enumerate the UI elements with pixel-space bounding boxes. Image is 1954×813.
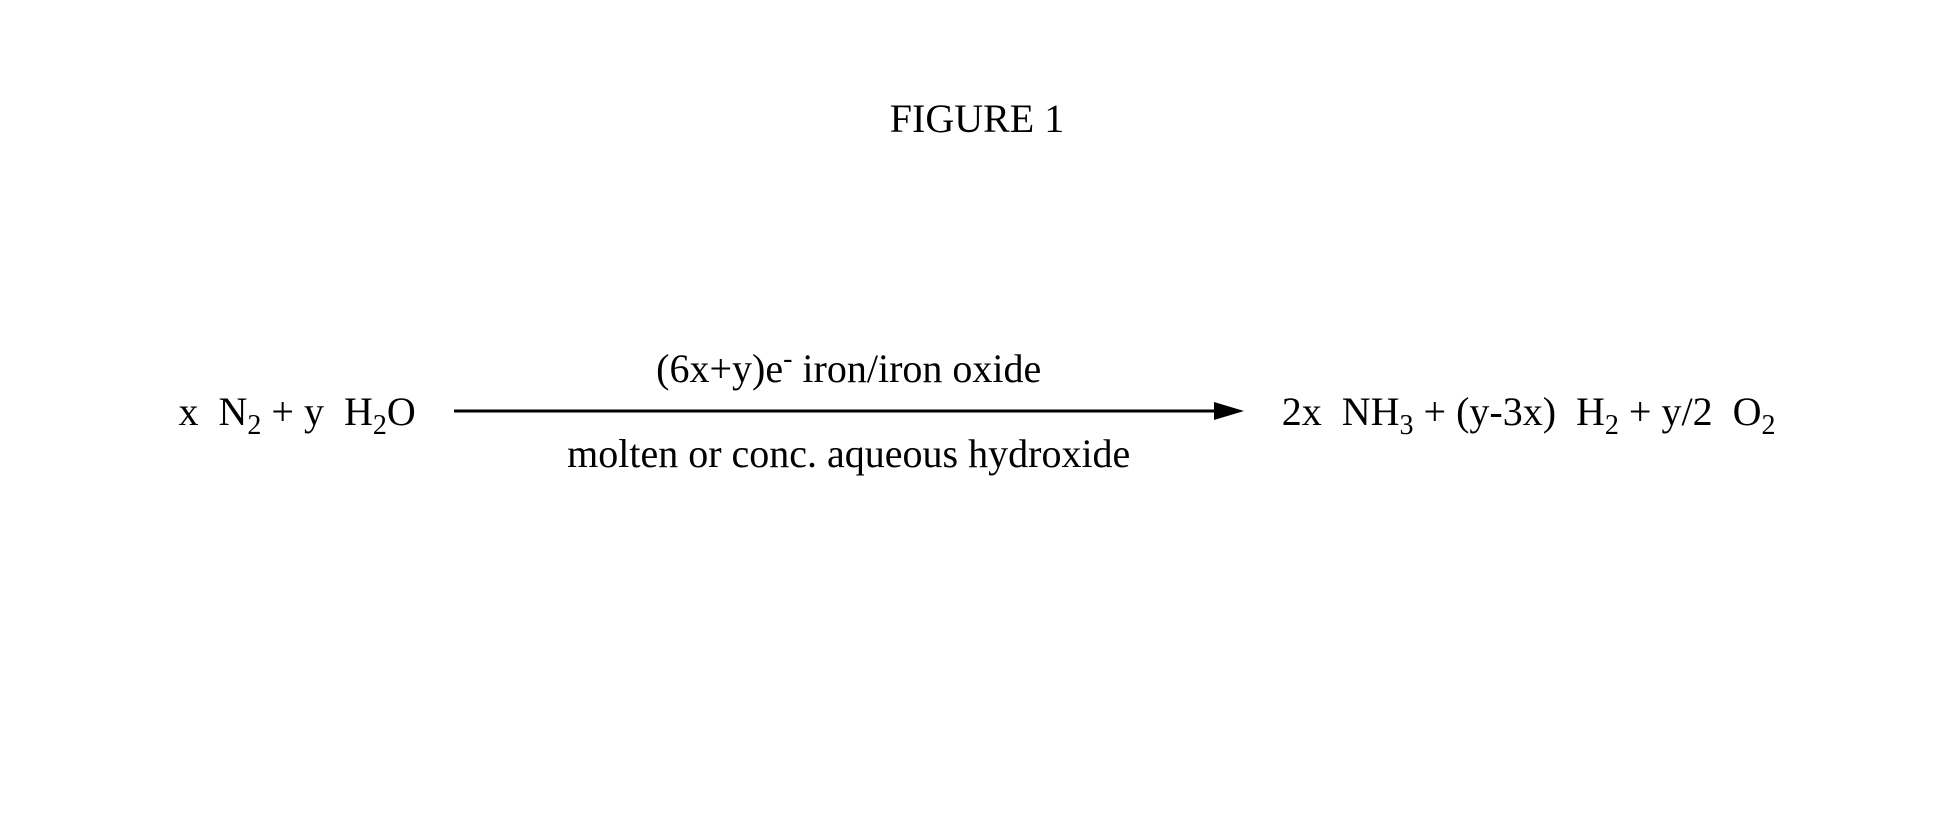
figure-title: FIGURE 1 [890, 95, 1064, 142]
product-term-3-species: O2 [1723, 389, 1776, 434]
arrow-bottom-label: molten or conc. aqueous hydroxide [567, 430, 1130, 477]
reactant-term-1-coeff: x [178, 389, 198, 434]
reactant-term-2-coeff: y [304, 389, 324, 434]
reactant-term-1-species: N2 [208, 389, 261, 434]
plus-operator: + [271, 389, 304, 434]
plus-operator: + [1629, 389, 1662, 434]
products: 2x NH3 + (y-3x) H2 + y/2 O2 [1244, 388, 1776, 435]
reactants: x N2 + y H2O [178, 388, 453, 435]
reaction-arrow-icon [454, 398, 1244, 424]
reaction-arrow-section: (6x+y)e- iron/iron oxide molten or conc.… [454, 345, 1244, 477]
product-term-3-coeff: y/2 [1661, 389, 1712, 434]
chemical-equation: x N2 + y H2O (6x+y)e- iron/iron oxide mo… [0, 345, 1954, 477]
plus-operator: + [1424, 389, 1457, 434]
product-term-2-coeff: (y-3x) [1456, 389, 1556, 434]
product-term-2-species: H2 [1566, 389, 1619, 434]
arrow-top-label: (6x+y)e- iron/iron oxide [656, 345, 1041, 392]
product-term-1-species: NH3 [1332, 389, 1414, 434]
reactant-term-2-species: H2O [334, 389, 416, 434]
product-term-1-coeff: 2x [1282, 389, 1322, 434]
